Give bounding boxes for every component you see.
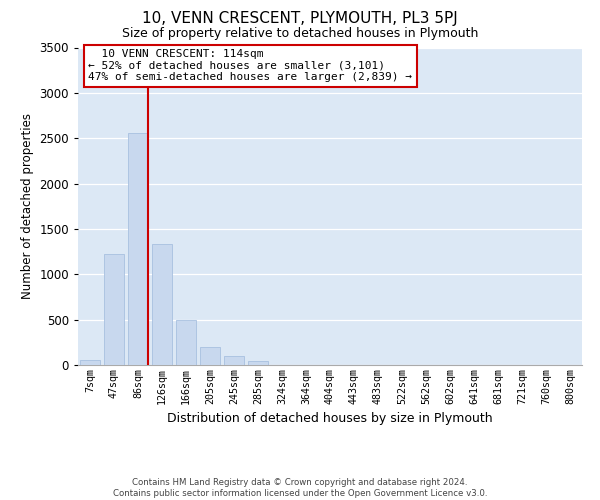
Bar (176, 320, 196, 365)
Text: 10 VENN CRESCENT: 114sqm
← 52% of detached houses are smaller (3,101)
47% of sem: 10 VENN CRESCENT: 114sqm ← 52% of detach… (88, 49, 412, 82)
Bar (80, 360, 100, 365)
Bar (248, 361, 268, 365)
Bar (104, 254, 124, 365)
Text: Size of property relative to detached houses in Plymouth: Size of property relative to detached ho… (122, 28, 478, 40)
Text: Contains HM Land Registry data © Crown copyright and database right 2024.
Contai: Contains HM Land Registry data © Crown c… (113, 478, 487, 498)
Text: 10, VENN CRESCENT, PLYMOUTH, PL3 5PJ: 10, VENN CRESCENT, PLYMOUTH, PL3 5PJ (142, 12, 458, 26)
X-axis label: Distribution of detached houses by size in Plymouth: Distribution of detached houses by size … (167, 412, 493, 425)
Bar (200, 347, 220, 365)
Bar (224, 356, 244, 365)
Bar (152, 244, 172, 365)
Bar (128, 133, 148, 365)
Y-axis label: Number of detached properties: Number of detached properties (21, 114, 34, 299)
